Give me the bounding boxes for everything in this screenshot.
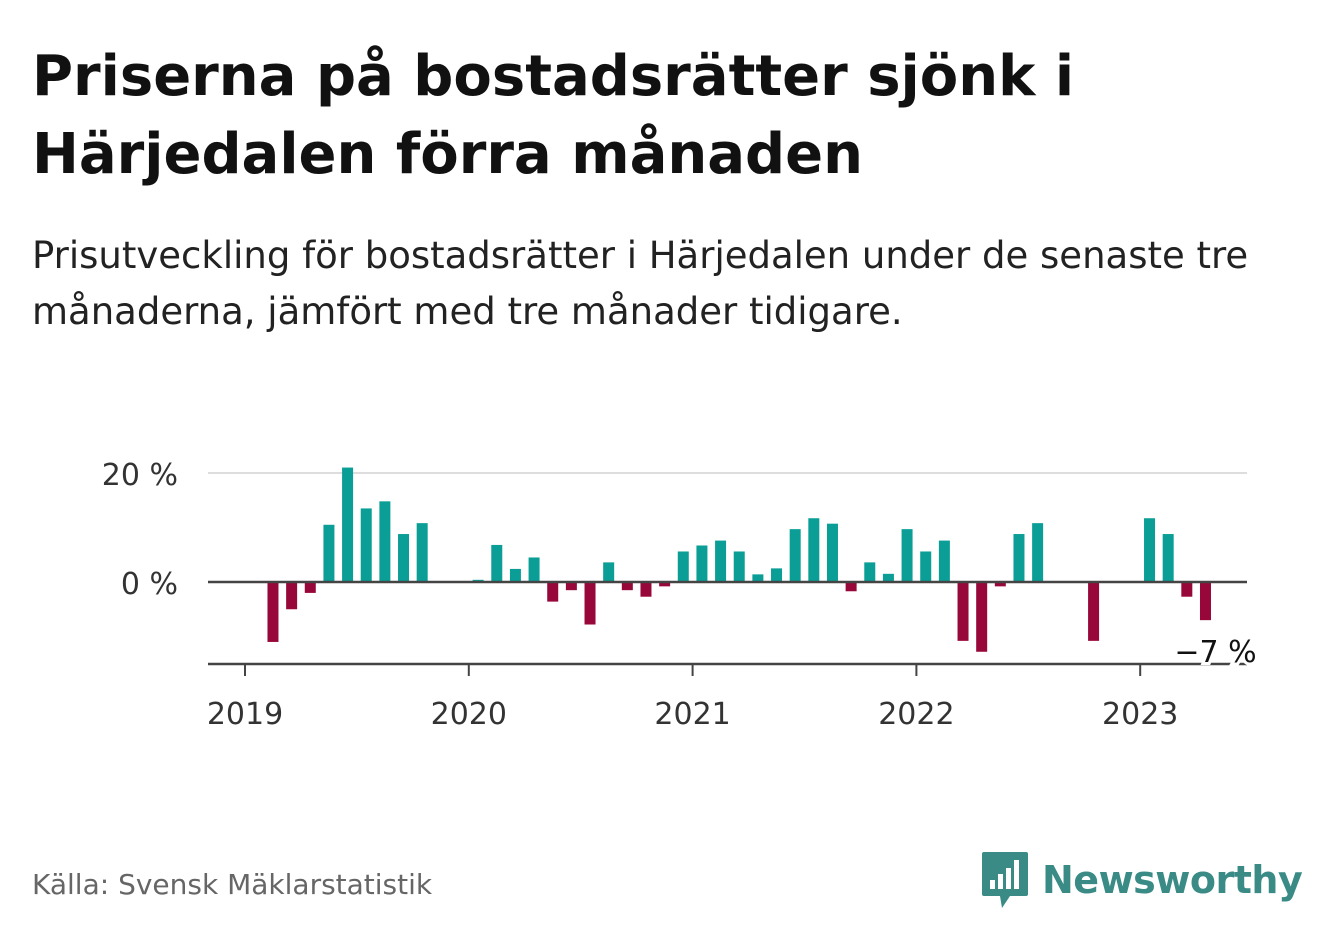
newsworthy-logo[interactable]: Newsworthy — [980, 850, 1303, 910]
bar — [416, 523, 428, 582]
last-value-annotation: −7 % — [1174, 635, 1256, 670]
bar-chart: 0 % 20 % 2019 2020 2021 2022 2023 −7 % — [102, 458, 1260, 732]
bar — [1088, 582, 1100, 641]
bar — [1199, 582, 1211, 621]
bar — [808, 518, 820, 582]
bar — [845, 582, 857, 592]
bar — [864, 562, 876, 582]
chart-subtitle: Prisutveckling för bostadsrätter i Härje… — [32, 234, 1249, 333]
logo-text: Newsworthy — [1042, 858, 1303, 902]
bar — [528, 557, 540, 582]
tick-labels: 0 % 20 % 2019 2020 2021 2022 2023 −7 % — [102, 458, 1260, 732]
chart-title: Priserna på bostadsrätter sjönk i Härjed… — [32, 44, 1075, 187]
bar — [1032, 523, 1044, 582]
bar — [323, 524, 335, 582]
bar — [1144, 518, 1156, 582]
y-tick-label: 0 % — [121, 567, 178, 602]
bar — [938, 540, 950, 582]
bar — [994, 582, 1006, 587]
x-tick-label: 2019 — [207, 697, 283, 732]
bar — [882, 573, 894, 582]
bar — [696, 545, 708, 582]
bar — [901, 529, 913, 582]
bar — [733, 551, 745, 582]
bar — [603, 562, 615, 582]
bar — [1162, 534, 1174, 582]
bars — [267, 467, 1211, 652]
x-tick-label: 2021 — [654, 697, 730, 732]
bar — [286, 582, 298, 610]
y-tick-label: 20 % — [102, 458, 178, 493]
bar — [752, 574, 764, 582]
bar — [957, 582, 969, 641]
bar — [677, 551, 689, 582]
x-tick-label: 2020 — [431, 697, 507, 732]
x-tick-label: 2022 — [878, 697, 954, 732]
bar — [1181, 582, 1193, 597]
x-tick-label: 2023 — [1102, 697, 1178, 732]
bar — [565, 582, 577, 591]
bar — [826, 523, 838, 582]
bar — [509, 568, 521, 582]
bar — [659, 582, 671, 587]
source-note: Källa: Svensk Mäklarstatistik — [32, 868, 433, 901]
bar — [1013, 534, 1025, 582]
bar — [715, 540, 727, 582]
bar — [547, 582, 559, 602]
axes — [208, 580, 1247, 676]
bar — [491, 544, 503, 582]
bar — [640, 582, 652, 597]
bar — [920, 551, 932, 582]
bar — [789, 529, 801, 582]
bar — [342, 467, 354, 582]
bar — [771, 568, 783, 582]
bar — [398, 534, 410, 582]
bar — [584, 582, 596, 625]
bar — [976, 582, 988, 652]
newsworthy-bar-chart-icon — [982, 852, 1028, 908]
bar — [360, 508, 372, 582]
bar — [621, 582, 633, 591]
bar — [267, 582, 279, 642]
bar — [304, 582, 316, 593]
bar — [379, 501, 391, 582]
